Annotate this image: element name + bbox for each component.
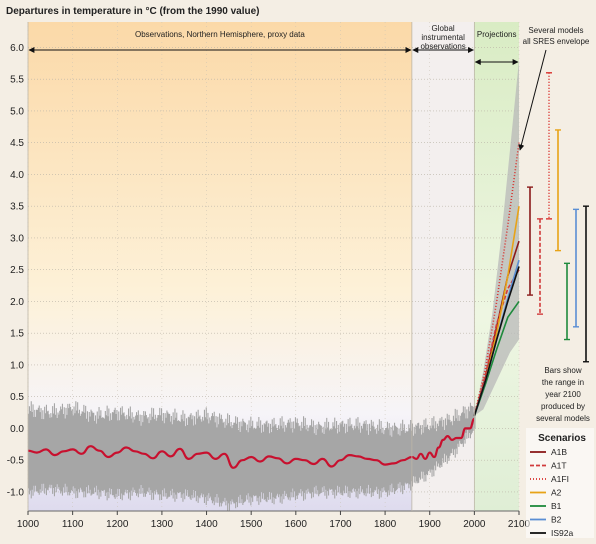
- x-tick-label: 1100: [62, 519, 84, 530]
- x-tick-label: 1000: [17, 519, 40, 530]
- envelope-note-arrow: [518, 49, 547, 151]
- legend-label-b1: B1: [551, 501, 562, 511]
- x-tick-label: 2000: [463, 519, 486, 530]
- observed-temperature-line: [27, 417, 475, 469]
- y-tick-label: 4.0: [10, 170, 24, 181]
- x-tick-label: 1300: [151, 519, 174, 530]
- legend-label-b2: B2: [551, 515, 562, 525]
- x-axis-ticks: 1000 1100 1200 1300 1400 1500 1600 1700 1800 1900…: [17, 511, 531, 530]
- x-tick-label: 1800: [374, 519, 397, 530]
- instrumental-period-label-line-3: observations: [420, 42, 465, 51]
- bars-note-line-1: Bars show: [544, 366, 582, 375]
- legend: A1B A1T A1FI A2 B1 B2 IS92a: [530, 447, 573, 538]
- x-tick-label: 1500: [240, 519, 263, 530]
- legend-label-a2: A2: [551, 488, 562, 498]
- y-tick-label: 5.5: [10, 75, 24, 86]
- instrumental-period-label-line-1: Global: [432, 24, 455, 33]
- bars-note-line-4: produced by: [541, 402, 585, 411]
- range-bars-2100: [527, 72, 589, 363]
- bars-note-line-3: year 2100: [545, 390, 581, 399]
- y-tick-label: 4.5: [10, 138, 24, 149]
- y-tick-label: 5.0: [10, 106, 24, 117]
- x-tick-label: 1700: [329, 519, 352, 530]
- y-tick-label: 2.0: [10, 297, 24, 308]
- projection-line-is92a: [473, 266, 520, 416]
- chart-title: Departures in temperature in °C (from th…: [6, 6, 260, 17]
- legend-title: Scenarios: [538, 433, 586, 444]
- x-tick-label: 1200: [106, 519, 129, 530]
- y-tick-label: 6.0: [10, 43, 24, 54]
- y-tick-label: -0.5: [7, 456, 25, 467]
- y-tick-label: 3.5: [10, 202, 24, 213]
- y-tick-label: 2.5: [10, 265, 24, 276]
- x-tick-label: 1600: [285, 519, 308, 530]
- projection-line-a1t: [473, 269, 520, 416]
- bars-note-line-5: several models: [536, 414, 590, 423]
- y-tick-label: 3.0: [10, 233, 24, 244]
- envelope-note-line-2: all SRES envelope: [523, 37, 590, 46]
- proxy-period-label: Observations, Northern Hemisphere, proxy…: [135, 30, 305, 39]
- projection-lines: [473, 142, 520, 416]
- x-tick-label: 2100: [508, 519, 531, 530]
- x-tick-label: 1900: [419, 519, 442, 530]
- y-axis-ticks: -1.0 -0.5 0.0 0.5 1.0 1.5 2.0 2.5 3.0 3.5 4.0 4.5 5.…: [7, 43, 25, 499]
- bars-note-line-2: the range in: [542, 378, 584, 387]
- period-arrows: [27, 22, 519, 511]
- envelope-note-line-1: Several models: [528, 26, 583, 35]
- legend-label-a1t: A1T: [551, 461, 567, 471]
- x-tick-label: 1400: [195, 519, 218, 530]
- y-tick-label: 0.0: [10, 424, 24, 435]
- y-tick-label: 1.5: [10, 329, 24, 340]
- instrumental-period-label-line-2: instrumental: [421, 33, 465, 42]
- y-tick-label: -1.0: [7, 487, 25, 498]
- legend-label-is92a: IS92a: [551, 528, 573, 538]
- legend-label-a1b: A1B: [551, 447, 567, 457]
- projection-period-label: Projections: [477, 30, 517, 39]
- legend-label-a1fi: A1FI: [551, 474, 569, 484]
- sres-envelope: [474, 60, 519, 416]
- y-tick-label: 1.0: [10, 360, 24, 371]
- y-tick-label: 0.5: [10, 392, 24, 403]
